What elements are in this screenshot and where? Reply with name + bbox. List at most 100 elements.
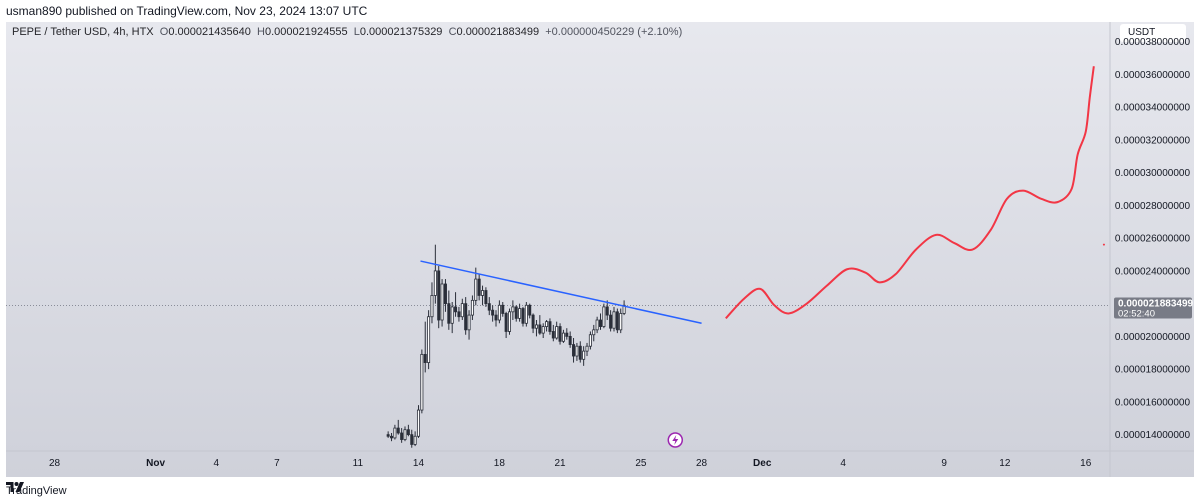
candle-body: [609, 314, 613, 329]
candle-body: [572, 344, 576, 357]
y-tick-label: 0.000032000000: [1115, 135, 1191, 146]
candle-body: [541, 326, 545, 334]
candle-body: [423, 353, 427, 363]
candle-body: [514, 306, 518, 319]
candle-body: [518, 308, 522, 319]
close-label: C: [448, 26, 457, 38]
close-value: 0.000021883499: [456, 26, 540, 38]
candle-body: [413, 435, 417, 445]
candle-body: [582, 350, 586, 360]
candle-body: [602, 306, 606, 327]
candle-body: [534, 324, 538, 329]
candle-body: [491, 309, 495, 316]
candle-body: [511, 306, 515, 313]
x-tick-label: Dec: [753, 458, 772, 469]
candle-body: [595, 319, 599, 331]
candle-body: [548, 321, 552, 332]
y-tick-label: 0.000028000000: [1115, 201, 1191, 212]
candle-body: [433, 270, 437, 296]
candle-body: [612, 311, 616, 329]
low-label: L: [353, 26, 360, 38]
candle-body: [474, 278, 478, 301]
candle-body: [561, 332, 565, 342]
projection-path[interactable]: [725, 66, 1095, 320]
x-tick-label: 9: [941, 458, 947, 469]
candle-body: [508, 311, 511, 332]
candle-body: [599, 319, 602, 327]
open-value: 0.000021435640: [168, 26, 251, 38]
price-chart: 0.000014000000 0.000016000000 0.0000180000…: [6, 22, 1194, 477]
y-tick-label: 0.000026000000: [1115, 234, 1191, 245]
candle-body: [551, 331, 555, 339]
candle-body: [400, 432, 404, 440]
currency-button[interactable]: USDT: [1120, 24, 1186, 42]
candle-body: [416, 409, 420, 437]
x-tick-label: 14: [413, 458, 425, 469]
high-label: H: [257, 26, 265, 38]
low-value: 0.000021375329: [359, 26, 443, 38]
x-tick-label: 7: [274, 458, 280, 469]
candle-body: [568, 335, 572, 345]
candle-body: [619, 313, 623, 331]
x-tick-label: 12: [999, 458, 1011, 469]
y-tick-label: 0.000020000000: [1115, 332, 1191, 343]
candle-body: [615, 311, 619, 331]
x-tick-label: 4: [840, 458, 846, 469]
chart-area[interactable]: PEPE / Tether USD, 4h, HTX O0.0000214356…: [6, 22, 1194, 477]
y-tick-label: 0.000016000000: [1115, 397, 1191, 408]
candle-body: [588, 334, 592, 347]
candle-body: [524, 304, 528, 324]
candle-body: [538, 324, 542, 334]
change-value: +0.000000450229 (+2.10%): [545, 26, 683, 38]
candle-body: [501, 304, 505, 314]
candle-body: [578, 345, 582, 360]
candle-body: [427, 316, 431, 363]
x-tick-label: Nov: [146, 458, 165, 469]
candle-body: [555, 326, 559, 339]
candle-body: [558, 326, 562, 342]
candle-body: [494, 314, 498, 321]
x-tick-label: 16: [1080, 458, 1092, 469]
candle-body: [605, 306, 609, 316]
candle-body: [477, 278, 481, 296]
x-tick-label: 18: [494, 458, 506, 469]
candle-body: [410, 434, 414, 445]
candle-body: [440, 283, 444, 321]
x-tick-label: 25: [635, 458, 647, 469]
y-tick-label: 0.000034000000: [1115, 103, 1191, 114]
candle-body: [437, 270, 441, 321]
candle-body: [457, 311, 461, 318]
candle-body: [420, 353, 424, 411]
candle-body: [460, 303, 464, 318]
publish-info: usman890 published on TradingView.com, N…: [6, 4, 368, 18]
open-label: O: [159, 26, 169, 38]
candle-body: [443, 283, 447, 305]
y-tick-label: 0.000024000000: [1115, 266, 1191, 277]
symbol-legend: PEPE / Tether USD, 4h, HTX O0.0000214356…: [12, 26, 682, 38]
footer-brand: TradingView: [6, 482, 67, 500]
candle-body: [592, 329, 596, 336]
candle-body: [406, 429, 410, 436]
candle-body: [467, 314, 471, 331]
candle-body: [464, 303, 468, 331]
candle-body: [481, 290, 485, 296]
x-tick-label: 28: [49, 458, 61, 469]
candle-body: [528, 304, 532, 316]
candle-body: [450, 306, 454, 324]
trendline[interactable]: [420, 260, 702, 325]
price-tag-box: [1114, 297, 1192, 319]
candle-body: [470, 299, 474, 316]
lightning-glyph: [672, 435, 679, 445]
y-tick-label: 0.000038000000: [1115, 37, 1191, 48]
candle-body: [430, 295, 434, 318]
candle-body: [447, 303, 451, 324]
high-value: 0.000021924555: [265, 26, 348, 38]
y-tick-label: 0.000030000000: [1115, 168, 1191, 179]
candle-body: [396, 427, 400, 434]
candle-body: [545, 321, 549, 327]
candle-body: [531, 314, 535, 329]
y-tick-label: 0.000014000000: [1115, 430, 1191, 441]
projection-dot: [1102, 243, 1105, 246]
candle-body: [497, 304, 501, 321]
candle-body: [403, 429, 407, 440]
